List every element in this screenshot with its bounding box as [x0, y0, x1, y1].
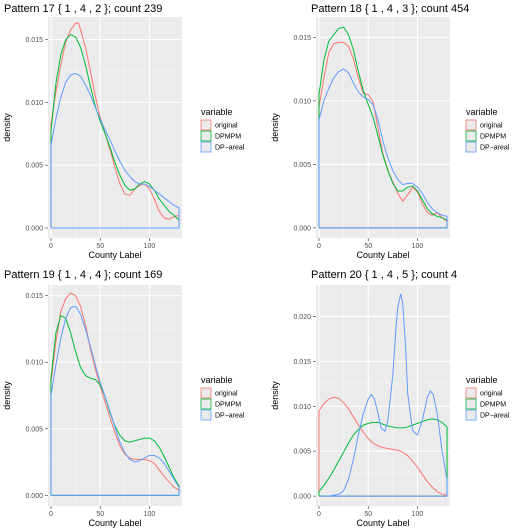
- series-line-dpmpm: [318, 26, 448, 229]
- legend-key: [465, 119, 477, 131]
- series-line-dpareal: [50, 305, 180, 496]
- x-tick-label: 100: [144, 511, 156, 518]
- legend: variable original DPMPM DP−areal: [200, 375, 245, 421]
- series-line-dpmpm: [50, 315, 180, 496]
- legend-label: DP−areal: [215, 413, 245, 420]
- legend-label: DPMPM: [480, 402, 506, 409]
- legend-title: variable: [466, 375, 498, 385]
- series-line-original: [50, 292, 180, 496]
- x-tick-label: 100: [412, 511, 424, 518]
- legend-key: [465, 387, 477, 399]
- y-axis-label: density: [2, 113, 12, 142]
- x-tick-label: 0: [317, 511, 321, 518]
- plot-panel: [316, 285, 450, 506]
- y-tick-label: 0.000: [25, 493, 43, 500]
- series-line-dpmpm: [50, 34, 180, 229]
- series-line-dpareal: [318, 293, 448, 497]
- legend-title: variable: [201, 107, 233, 117]
- chart-title: Pattern 17 { 1 , 4 , 2 }; count 239: [4, 3, 162, 15]
- y-tick-label: 0.015: [293, 35, 311, 42]
- plot-panel: [48, 17, 182, 238]
- x-tick-label: 0: [49, 511, 53, 518]
- x-axis-label: County Label: [356, 250, 409, 260]
- chart-title: Pattern 20 { 1 , 4 , 5 }; count 4: [311, 269, 457, 281]
- y-tick-label: 0.020: [293, 314, 311, 321]
- x-tick-label: 50: [96, 243, 104, 250]
- legend-label: DP−areal: [480, 145, 510, 152]
- legend-label: original: [480, 123, 503, 130]
- y-tick-label: 0.010: [293, 98, 311, 105]
- x-axis-label: County Label: [356, 518, 409, 528]
- y-axis-label: density: [270, 113, 280, 142]
- legend-title: variable: [201, 375, 233, 385]
- x-axis-label: County Label: [88, 250, 141, 260]
- legend-key: [200, 409, 212, 421]
- chart-panel-4: Pattern 20 { 1 , 4 , 5 }; count 4 0.000 0.…: [270, 269, 510, 528]
- legend-label: DPMPM: [480, 134, 506, 141]
- x-tick-label: 100: [412, 243, 424, 250]
- chart-panel-3: Pattern 19 { 1 , 4 , 4 }; count 169 0.000…: [2, 269, 245, 528]
- y-tick-label: 0.000: [293, 225, 311, 232]
- x-tick-label: 0: [317, 243, 321, 250]
- legend-label: DP−areal: [480, 413, 510, 420]
- x-tick-label: 0: [49, 243, 53, 250]
- x-tick-label: 100: [144, 243, 156, 250]
- y-tick-label: 0.010: [293, 404, 311, 411]
- legend: variable original DPMPM DP−areal: [465, 375, 510, 421]
- legend-key: [200, 398, 212, 410]
- chart-panel-2: Pattern 18 { 1 , 4 , 3 }; count 454 0.000…: [270, 3, 510, 260]
- legend-label: original: [215, 391, 238, 398]
- legend: variable original DPMPM DP−areal: [465, 107, 510, 153]
- y-tick-label: 0.015: [293, 359, 311, 366]
- x-tick-label: 50: [364, 511, 372, 518]
- series-line-dpmpm: [318, 418, 448, 497]
- legend-key: [200, 119, 212, 131]
- series-line-original: [318, 396, 448, 497]
- x-tick-label: 50: [364, 243, 372, 250]
- y-axis-label: density: [270, 381, 280, 410]
- y-tick-label: 0.005: [293, 162, 311, 169]
- chart-title: Pattern 19 { 1 , 4 , 4 }; count 169: [4, 269, 162, 281]
- legend-key: [465, 141, 477, 153]
- legend-label: DPMPM: [215, 134, 241, 141]
- x-axis-label: County Label: [88, 518, 141, 528]
- legend-label: DPMPM: [215, 402, 241, 409]
- x-tick-label: 50: [96, 511, 104, 518]
- legend-label: original: [215, 123, 238, 130]
- series-line-original: [50, 22, 180, 229]
- y-axis-label: density: [2, 381, 12, 410]
- legend-label: DP−areal: [215, 145, 245, 152]
- y-tick-label: 0.015: [25, 293, 43, 300]
- legend-key: [200, 141, 212, 153]
- plot-panel: [316, 17, 450, 238]
- y-tick-label: 0.000: [293, 494, 311, 501]
- y-tick-label: 0.005: [25, 163, 43, 170]
- y-tick-label: 0.000: [25, 225, 43, 232]
- legend-key: [465, 409, 477, 421]
- chart-panel-1: Pattern 17 { 1 , 4 , 2 }; count 239 0.000…: [2, 3, 245, 260]
- legend-key: [465, 398, 477, 410]
- series-line-dpareal: [50, 73, 180, 229]
- y-tick-label: 0.005: [25, 426, 43, 433]
- y-tick-label: 0.015: [25, 37, 43, 44]
- legend: variable original DPMPM DP−areal: [200, 107, 245, 153]
- y-tick-label: 0.005: [293, 449, 311, 456]
- legend-label: original: [480, 391, 503, 398]
- series-line-dpareal: [318, 68, 448, 229]
- legend-key: [200, 130, 212, 142]
- chart-title: Pattern 18 { 1 , 4 , 3 }; count 454: [311, 3, 469, 15]
- legend-key: [465, 130, 477, 142]
- y-tick-label: 0.010: [25, 100, 43, 107]
- legend-title: variable: [466, 107, 498, 117]
- y-tick-label: 0.010: [25, 360, 43, 367]
- legend-key: [200, 387, 212, 399]
